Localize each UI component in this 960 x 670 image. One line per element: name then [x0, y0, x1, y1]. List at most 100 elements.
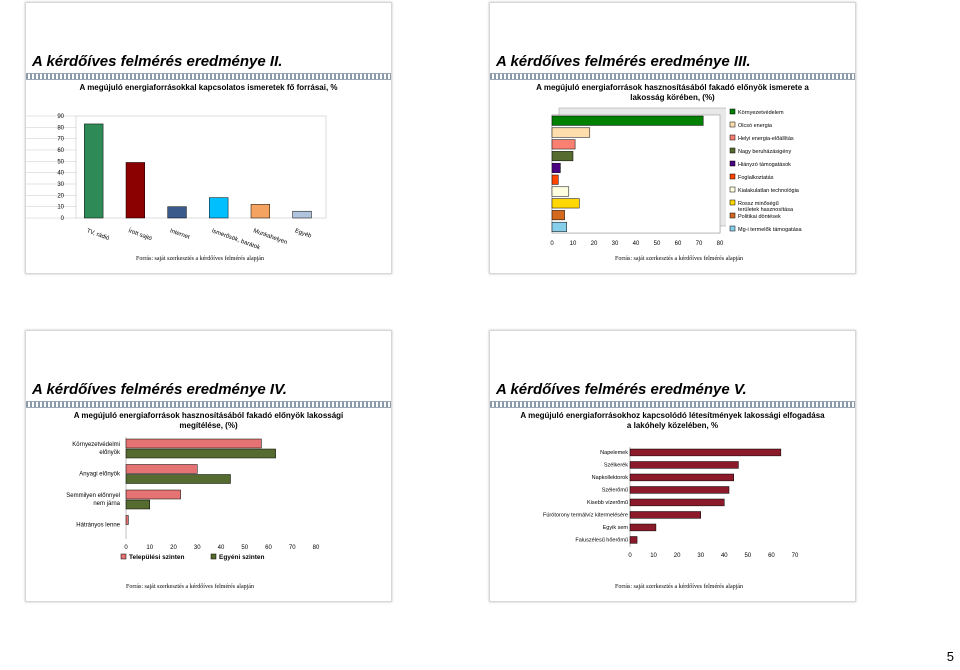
legend-label: Olcsó energia: [738, 123, 773, 129]
legend-label: Települési szinten: [129, 554, 185, 561]
legend-label: Környezetvédelem: [738, 110, 784, 116]
bar: [629, 523, 657, 532]
bar: [167, 206, 187, 219]
y-tick-label: Kisebb vízerőmű: [587, 500, 628, 506]
legend-swatch: [729, 134, 736, 141]
bar: [125, 438, 262, 449]
bar: [629, 461, 739, 469]
bar: [629, 511, 701, 519]
y-tick-label: Anyagi előnyök: [79, 472, 121, 478]
y-tick-label: Szélerőmű: [602, 488, 628, 494]
bar: [125, 448, 276, 459]
x-tick-label: 10: [650, 553, 657, 559]
bar: [125, 474, 231, 484]
decorative-divider: [26, 73, 391, 80]
y-tick-label: 0: [61, 216, 65, 222]
legend-label: Egyéni szinten: [219, 554, 265, 561]
x-tick-label: 40: [721, 553, 728, 559]
bar: [551, 210, 565, 221]
plot-area: [75, 115, 327, 219]
bar: [84, 123, 104, 219]
y-tick-label: 60: [57, 148, 64, 154]
source-note: Forrás: saját szerkesztés a kérdőíves fe…: [126, 584, 254, 590]
y-tick-label: Hátrányos lenne: [76, 523, 120, 529]
y-tick-label: előnyök: [99, 450, 121, 456]
y-tick-label: Fúrótorony termálvíz kitermelésére: [543, 513, 628, 519]
chart-subtitle: A megújuló energiaforrásokkal kapcsolato…: [79, 83, 338, 92]
bar: [125, 499, 150, 510]
chart-3: 0 10 20 30 40 50 60 70 80 Környezetvédelmi előnyök…: [66, 437, 320, 561]
bar: [551, 198, 580, 209]
y-tick-label: 40: [57, 171, 64, 177]
bar: [125, 489, 181, 500]
x-tick-label: 40: [218, 545, 225, 551]
x-tick-label: 10: [146, 545, 153, 551]
x-tick-label: 0: [550, 241, 554, 247]
x-tick-label: 70: [289, 545, 296, 551]
x-tick-label: 60: [265, 545, 272, 551]
bar: [629, 473, 734, 482]
y-tick-label: 10: [57, 205, 64, 211]
y-tick-label: Faluszélesű hőerőmű: [575, 538, 628, 544]
legend-label: Helyi energia-előállítás: [738, 136, 794, 142]
legend-label: területek hasznosítása: [738, 207, 794, 213]
bar: [551, 127, 591, 138]
x-tick-label: 20: [591, 241, 598, 247]
chart-subtitle: A megújuló energiaforrásokhoz kapcsolódó…: [520, 411, 825, 430]
legend-label: Politikai döntések: [738, 214, 781, 220]
legend-label: Nagy beruházásigény: [738, 149, 791, 155]
y-tick-label: 80: [57, 125, 64, 131]
x-tick-label: 40: [633, 241, 640, 247]
legend-label: Hiányzó támogatások: [738, 162, 791, 168]
y-tick-label: 20: [57, 193, 64, 199]
bar: [551, 174, 559, 185]
x-tick-label: 30: [194, 545, 201, 551]
legend-swatch: [729, 173, 736, 180]
decorative-divider: [26, 401, 391, 408]
legend-swatch: [120, 553, 127, 560]
y-tick-label: 30: [57, 182, 64, 188]
x-tick-label: 50: [745, 553, 752, 559]
y-tick-label: Semmilyen előnnyel: [66, 493, 120, 499]
legend-swatch: [729, 160, 736, 167]
slide-title: A kérdőíves felmérés eredménye V.: [496, 381, 747, 398]
bar: [629, 448, 782, 457]
slide-title: A kérdőíves felmérés eredménye II.: [32, 53, 283, 70]
legend-label: Foglalkoztatás: [738, 175, 774, 181]
y-tick-label: Napkollektorok: [592, 475, 629, 481]
bar: [125, 162, 145, 219]
bar: [551, 162, 561, 173]
bar: [629, 536, 638, 544]
bar: [551, 186, 570, 197]
x-tick-label: 0: [124, 545, 128, 551]
bar: [551, 221, 567, 232]
y-tick-label: 50: [57, 159, 64, 165]
legend-swatch: [729, 212, 736, 219]
bar: [551, 139, 576, 150]
x-tick-label: 80: [313, 545, 320, 551]
y-tick-label: Napelemek: [600, 450, 628, 456]
bar: [629, 486, 730, 494]
bar: [292, 210, 312, 219]
legend-box: [726, 105, 851, 253]
y-tick-label: Egyik sem: [603, 525, 629, 531]
chart-2: 0 10 20 30 40 50 60 70 80 Környezetvédelem Olcsó e…: [550, 105, 851, 253]
legend-swatch: [729, 147, 736, 154]
bar: [551, 115, 704, 126]
bar: [125, 515, 129, 525]
source-note: Forrás: saját szerkesztés a kérdőíves fe…: [615, 256, 743, 262]
x-tick-label: 0: [628, 553, 632, 559]
legend-label: Rossz minőségű: [738, 201, 779, 207]
legend-swatch: [729, 121, 736, 128]
page-number: 5: [946, 649, 954, 664]
slide-3: A kérdőíves felmérés eredménye IV. A meg…: [25, 330, 392, 602]
chart-subtitle: A megújuló energiaforrások hasznosításáb…: [536, 83, 809, 102]
y-tick-label: nem járna: [93, 501, 120, 507]
x-tick-label: 50: [654, 241, 661, 247]
slide-2: A kérdőíves felmérés eredménye III. A me…: [489, 2, 856, 274]
legend-label: Mg-i termelők támogatása: [738, 227, 803, 233]
legend-swatch: [210, 553, 217, 560]
x-tick-label: 30: [612, 241, 619, 247]
x-tick-label: 60: [768, 553, 775, 559]
